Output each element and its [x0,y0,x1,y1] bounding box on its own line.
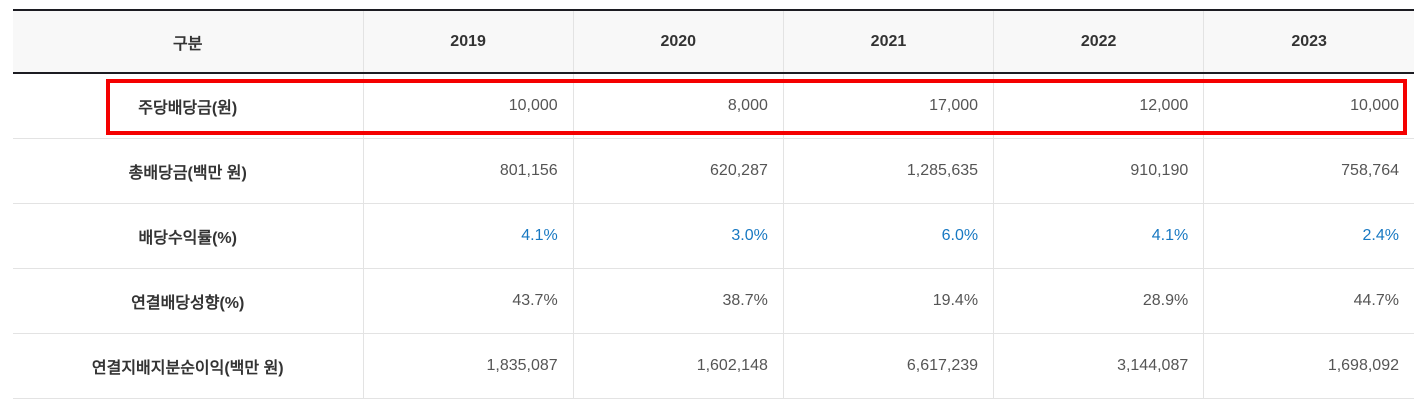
column-header-year: 2022 [993,10,1204,73]
value-cell: 3.0% [572,203,784,268]
row-label: 배당수익률(%) [138,229,237,247]
table-row-dividend-per-share: 주당배당금(원) 10,000 8,000 17,000 12,000 10,0… [13,73,1414,138]
value-cell: 17,000 [782,73,994,138]
column-header-category: 구분 [173,35,203,53]
value-cell: 910,190 [993,138,1204,203]
value-cell: 620,287 [572,138,784,203]
value-cell: 3,144,087 [993,333,1204,398]
value-cell: 10,000 [1203,73,1414,138]
value-cell: 1,285,635 [782,138,994,203]
value-cell: 758,764 [1203,138,1414,203]
value-cell: 28.9% [993,268,1204,333]
row-label: 연결지배지분순이익(백만 원) [91,359,284,377]
table-row-dividend-yield: 배당수익률(%) 4.1% 3.0% 6.0% 4.1% 2.4% [13,203,1414,268]
value-cell: 1,835,087 [362,333,574,398]
table-row-consolidated-net-income: 연결지배지분순이익(백만 원) 1,835,087 1,602,148 6,61… [13,333,1414,398]
dividend-table: 구분 2019 2020 2021 2022 2023 주당배당금(원) 10,… [13,9,1414,399]
header-row: 구분 2019 2020 2021 2022 2023 [13,10,1414,73]
column-header-year: 2023 [1203,10,1414,73]
value-cell: 1,698,092 [1203,333,1414,398]
table-row-total-dividend: 총배당금(백만 원) 801,156 620,287 1,285,635 910… [13,138,1414,203]
value-cell: 4.1% [993,203,1204,268]
value-cell: 43.7% [362,268,574,333]
value-cell: 6,617,239 [782,333,994,398]
dividend-table-container: 구분 2019 2020 2021 2022 2023 주당배당금(원) 10,… [13,9,1414,399]
value-cell: 19.4% [782,268,994,333]
column-header-year: 2019 [362,10,574,73]
table-row-payout-ratio: 연결배당성향(%) 43.7% 38.7% 19.4% 28.9% 44.7% [13,268,1414,333]
value-cell: 8,000 [572,73,784,138]
row-label: 주당배당금(원) [138,99,238,117]
value-cell: 44.7% [1203,268,1414,333]
column-header-year: 2021 [782,10,994,73]
value-cell: 2.4% [1203,203,1414,268]
row-label: 연결배당성향(%) [131,294,245,312]
value-cell: 12,000 [993,73,1204,138]
value-cell: 801,156 [362,138,574,203]
value-cell: 1,602,148 [572,333,784,398]
column-header-year: 2020 [572,10,784,73]
value-cell: 38.7% [572,268,784,333]
value-cell: 6.0% [782,203,994,268]
row-label: 총배당금(백만 원) [128,164,247,182]
value-cell: 4.1% [362,203,574,268]
value-cell: 10,000 [362,73,574,138]
